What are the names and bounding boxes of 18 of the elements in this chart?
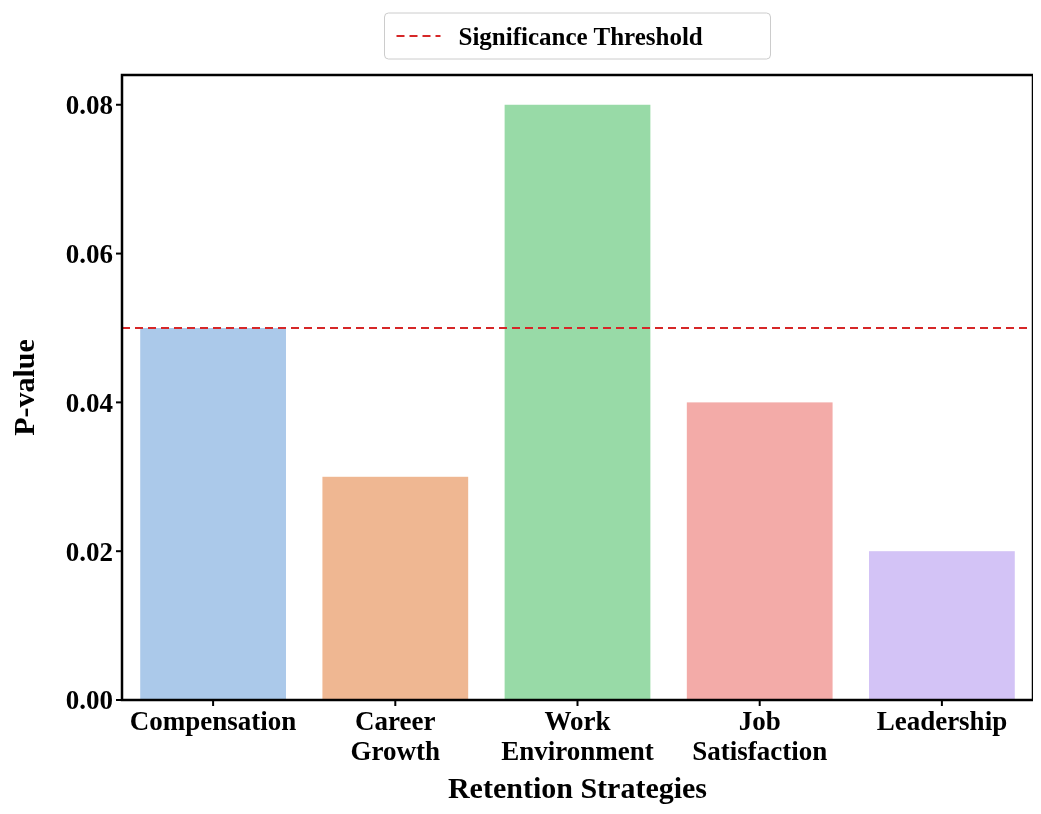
x-tick-label: Career Growth: [350, 706, 441, 766]
y-tick-label: 0.04: [65, 387, 113, 418]
x-tick-label: Compensation: [129, 706, 297, 736]
bar: [869, 551, 1015, 700]
x-tick-label: Job Satisfaction: [692, 706, 828, 766]
y-tick-label: 0.02: [65, 536, 113, 567]
legend-label: Significance Threshold: [458, 22, 703, 50]
bar: [140, 327, 286, 700]
bar: [322, 476, 469, 700]
x-axis-title: Retention Strategies: [447, 771, 708, 804]
y-axis-title: P-value: [7, 339, 40, 436]
bar: [504, 104, 651, 700]
y-tick-label: 0.06: [65, 239, 113, 270]
y-tick-label: 0.00: [65, 685, 113, 716]
y-tick-label: 0.08: [65, 90, 113, 121]
x-tick-label: Work Environment: [501, 706, 654, 766]
bar: [686, 402, 833, 700]
x-tick-label: Leadership: [876, 706, 1008, 736]
